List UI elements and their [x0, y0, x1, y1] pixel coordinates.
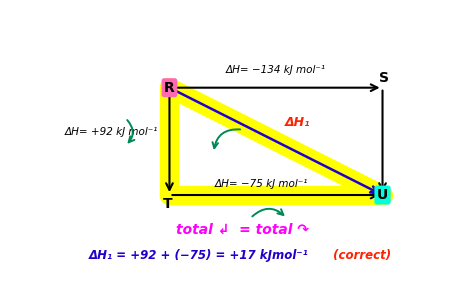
- Text: S: S: [379, 71, 389, 85]
- Text: ΔH₁ = +92 + (−75) = +17 kJmol⁻¹: ΔH₁ = +92 + (−75) = +17 kJmol⁻¹: [89, 249, 309, 262]
- Text: (correct): (correct): [329, 249, 392, 262]
- Text: R: R: [164, 81, 175, 95]
- Text: ΔH= −134 kJ mol⁻¹: ΔH= −134 kJ mol⁻¹: [226, 65, 326, 75]
- Text: T: T: [163, 197, 173, 211]
- Text: ΔH₁: ΔH₁: [285, 116, 311, 129]
- Text: ΔH= +92 kJ mol⁻¹: ΔH= +92 kJ mol⁻¹: [65, 127, 158, 137]
- Text: U: U: [377, 188, 388, 202]
- Text: total ↲  = total ↷: total ↲ = total ↷: [176, 223, 310, 237]
- Text: ΔH= −75 kJ mol⁻¹: ΔH= −75 kJ mol⁻¹: [215, 179, 308, 189]
